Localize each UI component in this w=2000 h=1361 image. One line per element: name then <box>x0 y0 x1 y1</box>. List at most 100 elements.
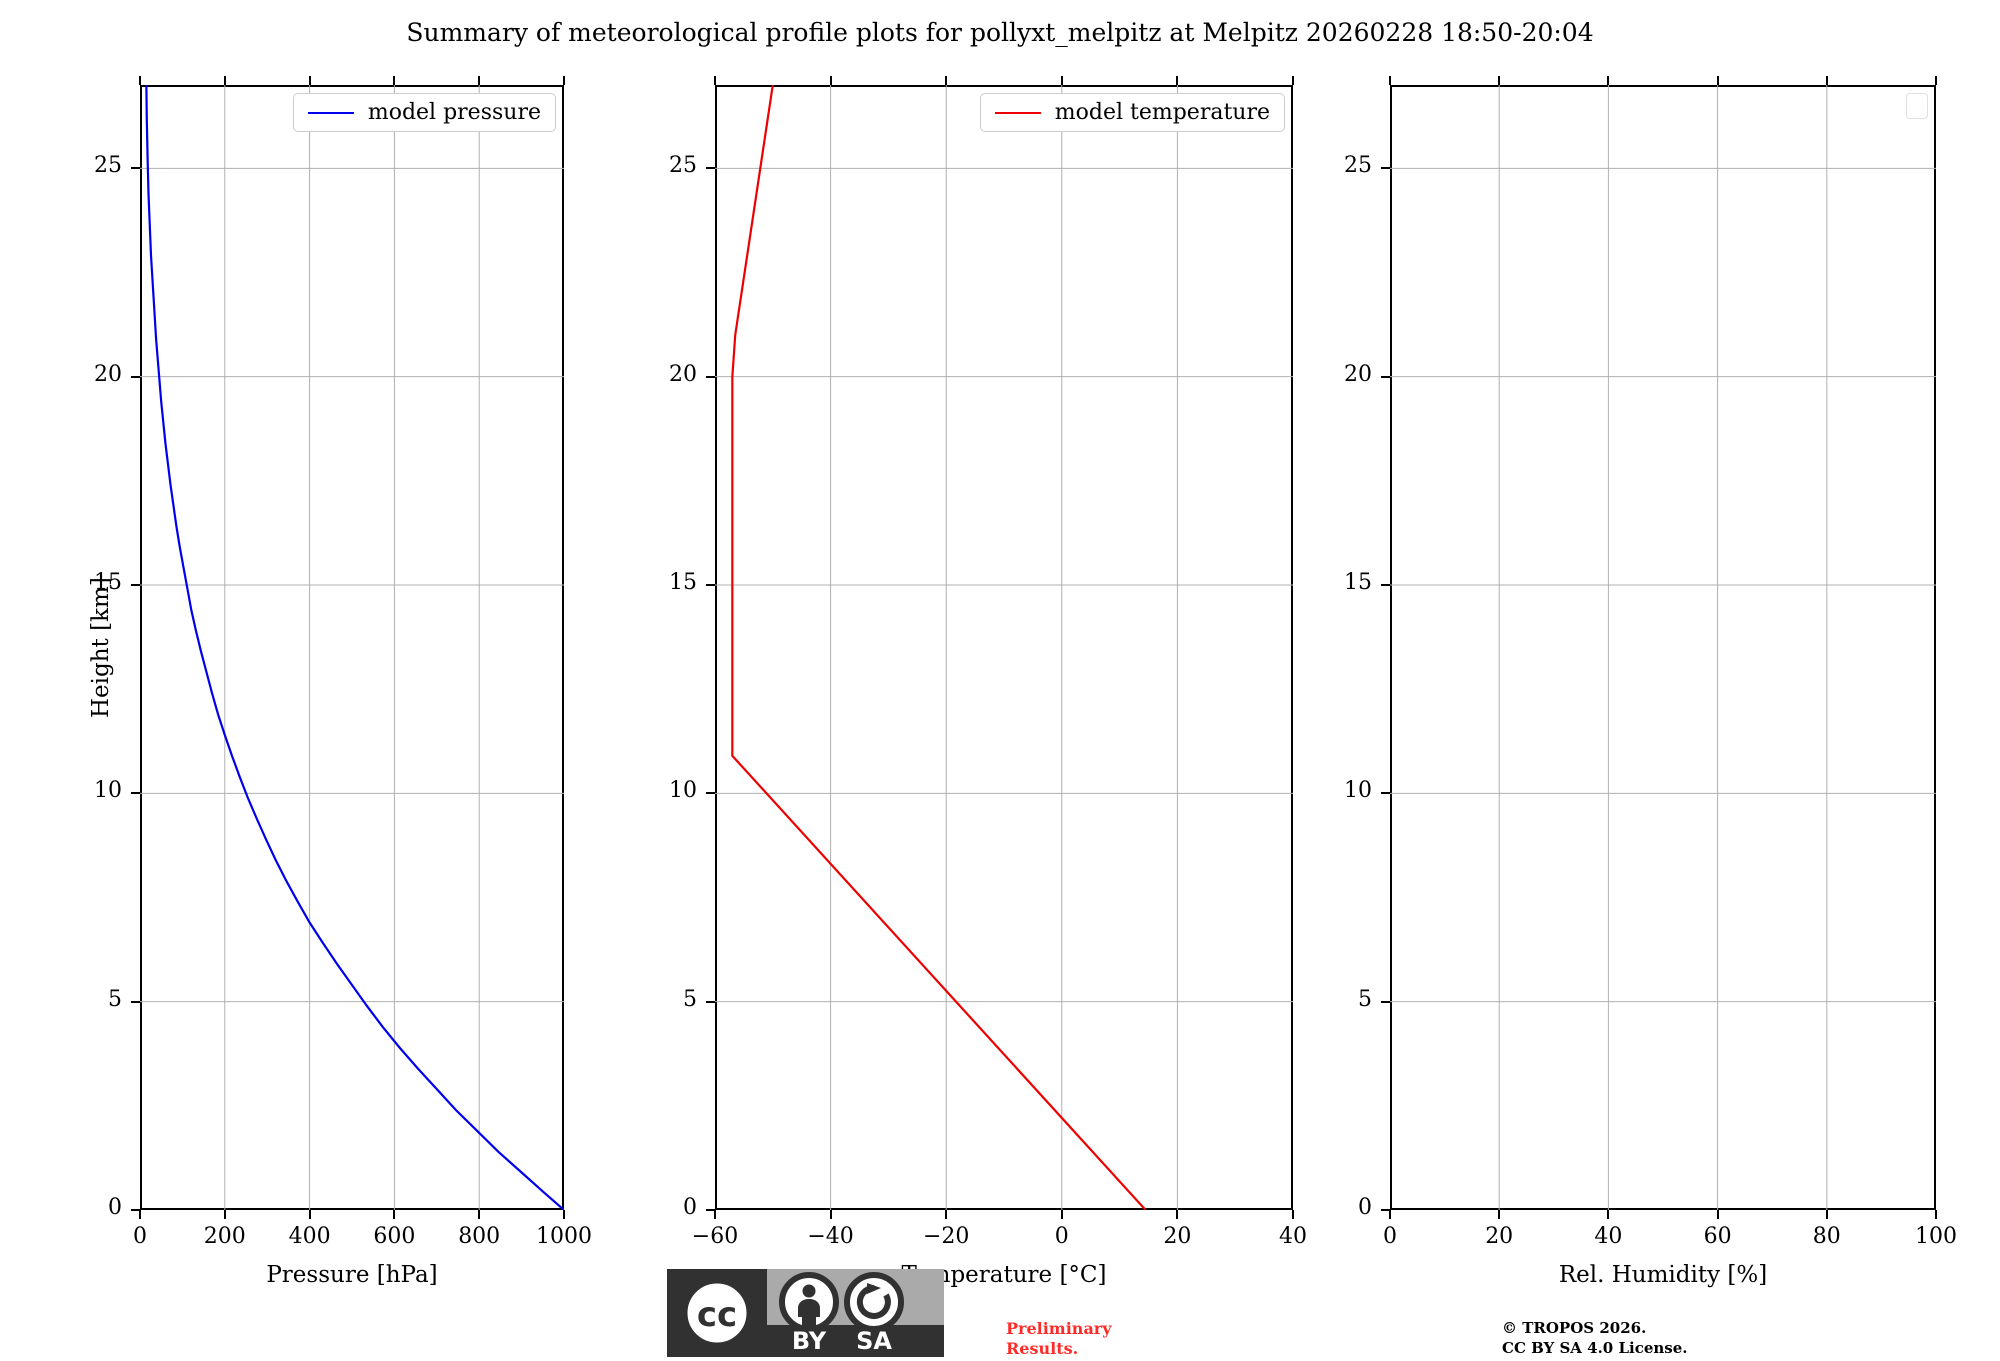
x-tick-mark <box>478 1210 481 1219</box>
x-tick-mark-top <box>1292 76 1294 85</box>
y-tick-label: 5 <box>1358 986 1372 1012</box>
x-tick-mark <box>1060 1210 1063 1219</box>
plot-panel-2: 0 5 10 15 20 25 −60 −40 −20 0 20 40 Temperature [°C]… <box>669 76 1307 1288</box>
x-tick-mark-top <box>393 76 396 85</box>
y-tick-mark <box>1381 1209 1390 1211</box>
y-tick-mark <box>706 375 715 378</box>
x-tick-label: 0 <box>133 1224 147 1249</box>
x-tick-mark-top <box>1060 76 1063 85</box>
x-tick-mark-top <box>563 76 565 85</box>
x-tick-mark <box>1292 1210 1294 1219</box>
y-tick-label: 10 <box>94 778 122 804</box>
svg-text:SA: SA <box>856 1327 892 1355</box>
x-tick-mark <box>1716 1210 1719 1219</box>
y-tick-mark <box>131 375 140 378</box>
y-tick-label: 15 <box>1344 570 1372 595</box>
plot-panel-1: 0 5 10 15 20 25 0 200 400 600 800 1000 Pressure [hPa… <box>94 76 592 1288</box>
x-tick-mark-top <box>139 76 141 85</box>
y-tick-label: 25 <box>1344 153 1372 179</box>
plot-canvas-1 <box>140 85 564 1210</box>
plot-canvas-3 <box>1390 85 1936 1210</box>
x-tick-mark-top <box>1825 76 1828 85</box>
y-tick-mark <box>706 1209 715 1211</box>
y-tick-mark <box>1381 167 1390 170</box>
x-tick-mark <box>563 1210 565 1219</box>
x-tick-mark <box>1825 1210 1828 1219</box>
preliminary-line-2: Results. <box>1006 1339 1079 1358</box>
x-tick-mark-top <box>1935 76 1937 85</box>
x-tick-mark-top <box>829 76 832 85</box>
y-tick-mark <box>1381 375 1390 378</box>
y-tick-mark <box>1381 792 1390 795</box>
y-tick-mark <box>131 167 140 170</box>
y-tick-label: 0 <box>1358 1195 1372 1220</box>
y-tick-mark <box>1381 1000 1390 1003</box>
y-tick-mark <box>706 584 715 586</box>
cc-by-sa-badge: cc BY SA <box>667 1269 944 1357</box>
copyright-note: © TROPOS 2026. CC BY SA 4.0 License. <box>1502 1319 1688 1358</box>
x-tick-label: 600 <box>373 1224 416 1249</box>
x-tick-mark <box>1607 1210 1610 1219</box>
x-tick-label: 80 <box>1812 1224 1841 1249</box>
x-tick-mark <box>829 1210 832 1219</box>
x-tick-label: 100 <box>1915 1224 1957 1249</box>
legend-panel-2[interactable]: model temperature <box>979 93 1285 132</box>
x-tick-mark <box>139 1210 141 1219</box>
y-tick-label: 25 <box>94 153 122 179</box>
y-tick-label: 20 <box>94 361 122 387</box>
x-tick-mark <box>308 1210 311 1219</box>
x-tick-label: 60 <box>1703 1224 1732 1249</box>
x-axis-label-panel-3: Rel. Humidity [%] <box>1558 1262 1768 1288</box>
plot-canvas-2 <box>715 85 1293 1210</box>
copyright-line-1: © TROPOS 2026. <box>1502 1319 1647 1337</box>
data-series-line <box>145 85 564 1210</box>
x-tick-mark-top <box>1176 76 1179 85</box>
x-tick-mark-top <box>1716 76 1719 85</box>
y-tick-label: 5 <box>108 986 122 1012</box>
y-tick-mark <box>131 1000 140 1003</box>
x-tick-mark <box>945 1210 948 1219</box>
x-tick-label: 40 <box>1279 1224 1307 1249</box>
y-tick-mark <box>131 584 140 586</box>
x-tick-label: 800 <box>458 1224 501 1249</box>
y-tick-label: 0 <box>108 1195 122 1220</box>
x-tick-label: −20 <box>922 1224 970 1249</box>
y-tick-label: 25 <box>669 153 697 179</box>
x-tick-mark <box>1498 1210 1501 1219</box>
plot-area-2 <box>715 85 1293 1210</box>
preliminary-results-note: Preliminary Results. <box>1006 1319 1112 1359</box>
y-tick-mark <box>706 1000 715 1003</box>
legend-panel-1[interactable]: model pressure <box>292 93 556 132</box>
y-tick-mark <box>1381 584 1390 586</box>
y-tick-label: 10 <box>669 778 697 804</box>
y-tick-mark <box>706 792 715 795</box>
x-tick-mark <box>393 1210 396 1219</box>
y-axis-label: Height [km] <box>88 576 114 718</box>
copyright-line-2: CC BY SA 4.0 License. <box>1502 1338 1688 1357</box>
x-tick-label: 20 <box>1485 1224 1514 1249</box>
x-tick-mark-top <box>223 76 226 85</box>
x-tick-label: 20 <box>1163 1224 1192 1249</box>
x-tick-mark-top <box>1607 76 1610 85</box>
legend-label: model temperature <box>1054 100 1270 125</box>
x-tick-label: 200 <box>203 1224 246 1249</box>
svg-text:cc: cc <box>697 1295 737 1335</box>
y-tick-label: 5 <box>683 986 697 1012</box>
y-tick-mark <box>706 167 715 170</box>
y-tick-label: 15 <box>669 570 697 595</box>
x-tick-label: 400 <box>288 1224 331 1249</box>
x-tick-mark-top <box>714 76 716 85</box>
x-tick-mark-top <box>478 76 481 85</box>
legend-line-swatch <box>994 111 1041 114</box>
x-tick-label: 40 <box>1594 1224 1623 1249</box>
x-tick-mark-top <box>1498 76 1501 85</box>
y-tick-label: 10 <box>1344 778 1372 804</box>
x-tick-label: −60 <box>691 1224 739 1249</box>
x-tick-mark-top <box>945 76 948 85</box>
x-tick-label: 1000 <box>536 1224 592 1249</box>
x-tick-mark <box>1935 1210 1937 1219</box>
x-tick-label: −40 <box>807 1224 854 1249</box>
y-tick-mark <box>131 1209 140 1211</box>
legend-panel-3-empty[interactable] <box>1906 93 1928 119</box>
plot-panel-3: 0 5 10 15 20 25 0 20 40 60 80 100 Rel. Humidity [%] <box>1344 76 1957 1288</box>
